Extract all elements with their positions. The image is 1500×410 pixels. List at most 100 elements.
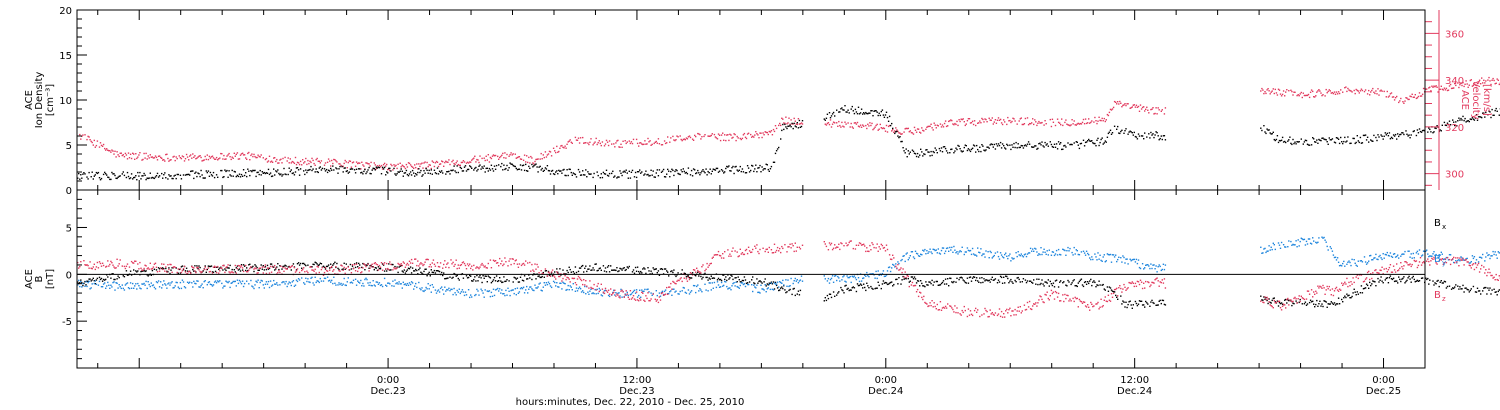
bx-point-18	[95, 279, 98, 281]
density-point-512	[651, 174, 653, 176]
density-point-1084	[1402, 132, 1404, 134]
bx-point-95	[192, 268, 194, 271]
bx-point-347	[472, 280, 474, 282]
by-point-25	[107, 281, 109, 284]
by-point-632	[788, 285, 790, 288]
velocity-point-1017	[1337, 91, 1340, 93]
bx-point-71	[163, 268, 165, 270]
by-point-115	[202, 287, 204, 289]
density-point-980	[1284, 140, 1286, 143]
velocity-point-1006	[1326, 92, 1328, 94]
density-point-536	[677, 172, 679, 175]
by-point-540	[682, 286, 684, 289]
bx-point-309	[427, 273, 429, 275]
density-point-188	[285, 173, 287, 176]
density-point-662	[836, 109, 838, 111]
velocity-point-1070	[1402, 101, 1404, 103]
by-point-573	[723, 284, 725, 287]
velocity-point-528	[673, 139, 675, 141]
bx-point-754	[958, 278, 960, 281]
density-point-412	[538, 166, 540, 168]
velocity-point-840	[1044, 120, 1046, 122]
bx-point-776	[981, 277, 983, 279]
bx-point-1057	[1393, 280, 1396, 283]
velocity-point-419	[541, 158, 543, 160]
velocity-point-494	[630, 141, 633, 143]
velocity-point-1040	[1366, 93, 1369, 95]
bx-point-11	[88, 278, 90, 280]
by-point-677	[858, 280, 861, 283]
density-point-93	[182, 174, 185, 176]
density-point-1167	[1496, 110, 1498, 112]
velocity-point-937	[1154, 112, 1156, 115]
velocity-point-1015	[1335, 91, 1338, 93]
velocity-point-100	[189, 155, 191, 157]
bx-point-1058	[1394, 280, 1397, 282]
density-point-196	[294, 171, 297, 173]
bx-point-131	[229, 264, 231, 267]
velocity-point-628	[787, 122, 789, 124]
velocity-point-377	[492, 154, 495, 156]
by-point-259	[366, 278, 368, 281]
velocity-point-518	[658, 143, 661, 145]
velocity-point-259	[363, 165, 365, 167]
velocity-point-737	[929, 125, 931, 127]
velocity-point-315	[424, 161, 426, 163]
bx-point-1135	[1485, 286, 1487, 289]
bx-point-1116	[1462, 284, 1464, 287]
density-point-679	[855, 111, 858, 113]
velocity-point-734	[926, 126, 928, 128]
bx-point-389	[519, 276, 522, 278]
bx-point-525	[672, 271, 674, 274]
by-point-317	[429, 284, 431, 287]
bx-point-903	[1127, 303, 1129, 306]
density-point-843	[1033, 146, 1035, 148]
bx-point-605	[765, 285, 767, 287]
density-point-296	[409, 171, 412, 173]
density-point-1039	[1352, 137, 1354, 140]
density-point-329	[447, 171, 449, 173]
density-point-387	[511, 163, 513, 165]
by-point-304	[415, 282, 417, 285]
bx-point-265	[379, 268, 382, 270]
bx-point-978	[1306, 303, 1309, 305]
bx-point-771	[976, 277, 978, 279]
velocity-point-794	[991, 117, 993, 119]
velocity-point-74	[160, 156, 162, 159]
by-point-184	[281, 281, 283, 284]
density-point-1154	[1482, 112, 1484, 114]
velocity-point-274	[380, 164, 383, 167]
bx-point-957	[1280, 302, 1283, 304]
bx-point-736	[937, 284, 939, 286]
bx-point-1034	[1368, 287, 1370, 289]
by-point-563	[711, 282, 713, 284]
density-point-471	[604, 173, 607, 175]
by-point-167	[261, 280, 263, 282]
velocity-point-151	[241, 152, 244, 154]
density-point-6	[83, 172, 85, 174]
density-point-1129	[1456, 125, 1458, 127]
bx-point-1074	[1411, 277, 1413, 279]
velocity-point-960	[1274, 88, 1276, 91]
velocity-point-806	[1004, 121, 1006, 123]
velocity-point-508	[647, 137, 649, 140]
velocity-point-113	[202, 159, 204, 162]
bx-point-399	[532, 274, 534, 276]
bx-point-549	[701, 278, 703, 280]
bx-point-1142	[1493, 288, 1495, 290]
density-point-347	[466, 168, 469, 171]
velocity-point-117	[206, 154, 208, 156]
density-point-750	[931, 154, 933, 157]
bx-point-923	[1150, 301, 1152, 303]
density-point-275	[386, 171, 388, 173]
density-point-935	[1138, 135, 1141, 137]
bx-point-239	[351, 265, 354, 267]
bx-point-254	[368, 267, 370, 269]
density-point-466	[599, 177, 601, 179]
velocity-point-666	[851, 126, 853, 128]
velocity-point-970	[1285, 91, 1287, 93]
density-point-1057	[1372, 140, 1374, 142]
velocity-point-289	[396, 167, 398, 170]
bx-point-1022	[1354, 291, 1356, 293]
by-point-245	[350, 281, 353, 283]
